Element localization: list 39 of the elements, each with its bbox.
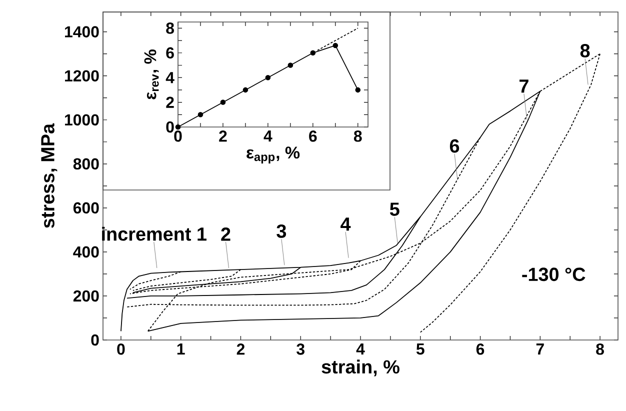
x-tick-label: 1 xyxy=(177,344,185,354)
annotation: 5 xyxy=(390,202,400,216)
annotation: 6 xyxy=(450,139,460,153)
y-tick-label: 1000 xyxy=(65,114,99,126)
x-tick-label: 3 xyxy=(296,344,304,355)
x-tick-label: 2 xyxy=(219,130,227,142)
y-tick-label: 8 xyxy=(166,22,174,34)
y-tick-label: 0 xyxy=(166,121,174,133)
x-tick-label: 6 xyxy=(309,130,317,142)
y-tick-label: 4 xyxy=(166,72,174,84)
y-tick-label: 400 xyxy=(73,246,99,258)
annotation: -130 °C xyxy=(522,268,586,282)
y-tick-label: 1200 xyxy=(65,70,99,82)
annotation: 8 xyxy=(580,44,590,58)
y-tick-label: 1400 xyxy=(65,26,99,38)
y-axis-title: ε$_{rev}$, % xyxy=(144,50,159,100)
annotation: 3 xyxy=(276,224,286,238)
x-axis-title: strain, % xyxy=(322,360,400,376)
y-tick-label: 0 xyxy=(91,334,99,346)
annotation: 4 xyxy=(340,218,351,231)
x-tick-label: 4 xyxy=(356,344,365,354)
x-tick-label: 6 xyxy=(476,344,484,355)
annotation: 2 xyxy=(221,228,230,241)
x-tick-label: 7 xyxy=(536,344,544,354)
x-tick-label: 4 xyxy=(264,130,272,142)
x-tick-label: 0 xyxy=(117,344,125,355)
y-tick-label: 2 xyxy=(166,96,174,108)
y-tick-label: 600 xyxy=(73,202,99,214)
x-tick-label: 2 xyxy=(236,344,245,355)
y-axis-title: stress, MPa xyxy=(41,123,58,228)
annotation: 7 xyxy=(520,80,528,93)
x-tick-label: 8 xyxy=(596,344,604,355)
x-axis-title: ε$_{app}$, % xyxy=(246,146,300,164)
y-tick-label: 200 xyxy=(73,290,99,302)
y-tick-label: 6 xyxy=(166,47,174,59)
x-tick-label: 5 xyxy=(416,344,424,355)
x-tick-label: 8 xyxy=(354,130,362,142)
x-tick-label: 0 xyxy=(174,130,182,142)
y-tick-label: 800 xyxy=(73,158,99,170)
